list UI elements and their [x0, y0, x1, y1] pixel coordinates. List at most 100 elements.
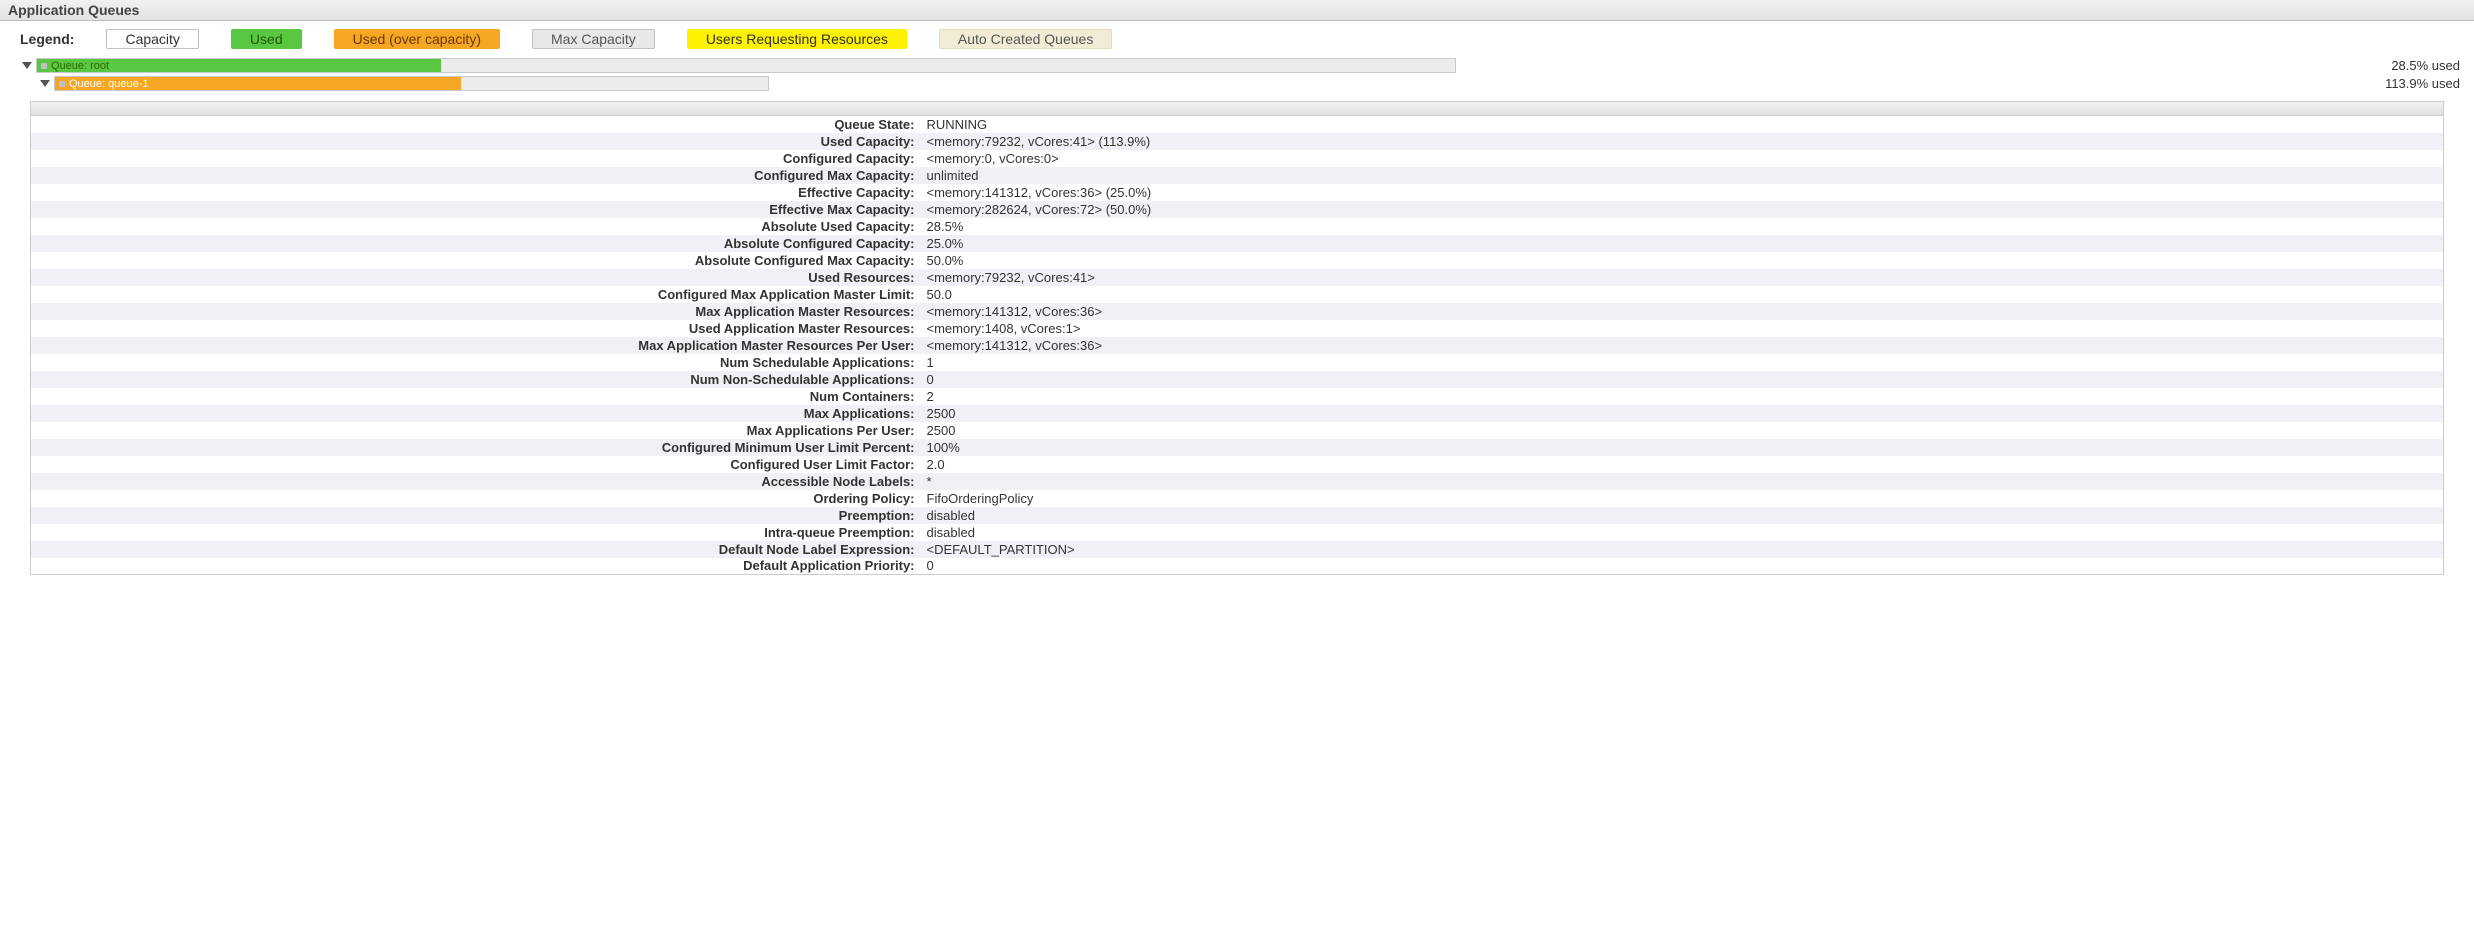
- detail-value: disabled: [921, 507, 2444, 524]
- detail-value: 2500: [921, 422, 2444, 439]
- detail-key: Max Applications:: [31, 405, 921, 422]
- table-row: Accessible Node Labels:*: [31, 473, 2444, 490]
- legend-item: Auto Created Queues: [939, 29, 1112, 49]
- table-row: Max Application Master Resources Per Use…: [31, 337, 2444, 354]
- legend-row: Legend: Capacity Used Used (over capacity)…: [0, 21, 2474, 57]
- detail-value: <memory:282624, vCores:72> (50.0%): [921, 201, 2444, 218]
- legend-item: Used: [231, 29, 302, 49]
- table-row: Configured Capacity:<memory:0, vCores:0>: [31, 150, 2444, 167]
- detail-key: Configured Capacity:: [31, 150, 921, 167]
- detail-key: Used Capacity:: [31, 133, 921, 150]
- table-row: Absolute Used Capacity:28.5%: [31, 218, 2444, 235]
- queue-details-table: Queue State:RUNNINGUsed Capacity:<memory…: [30, 115, 2444, 575]
- queue-capacity-bar[interactable]: Queue: root: [36, 58, 1456, 73]
- detail-key: Queue State:: [31, 116, 921, 133]
- legend-item: Capacity: [106, 29, 198, 49]
- detail-key: Num Non-Schedulable Applications:: [31, 371, 921, 388]
- queue-handle-icon: [41, 63, 47, 69]
- table-row: Effective Max Capacity:<memory:282624, v…: [31, 201, 2444, 218]
- detail-key: Preemption:: [31, 507, 921, 524]
- queue-handle-icon: [59, 81, 65, 87]
- detail-value: 0: [921, 558, 2444, 575]
- detail-key: Effective Capacity:: [31, 184, 921, 201]
- table-row: Queue State:RUNNING: [31, 116, 2444, 133]
- detail-key: Absolute Configured Max Capacity:: [31, 252, 921, 269]
- expand-toggle-icon[interactable]: [22, 62, 32, 69]
- detail-key: Max Application Master Resources:: [31, 303, 921, 320]
- detail-value: disabled: [921, 524, 2444, 541]
- legend-item: Max Capacity: [532, 29, 655, 49]
- queue-used-fill: Queue: root: [37, 59, 441, 72]
- queue-row: Queue: queue-1 113.9% used: [14, 75, 2460, 92]
- detail-key: Absolute Configured Capacity:: [31, 235, 921, 252]
- detail-value: 2: [921, 388, 2444, 405]
- detail-key: Max Application Master Resources Per Use…: [31, 337, 921, 354]
- detail-value: 0: [921, 371, 2444, 388]
- table-row: Used Resources:<memory:79232, vCores:41>: [31, 269, 2444, 286]
- detail-key: Default Node Label Expression:: [31, 541, 921, 558]
- queue-used-fill: Queue: queue-1: [55, 77, 461, 90]
- table-row: Default Application Priority:0: [31, 558, 2444, 575]
- detail-value: 2500: [921, 405, 2444, 422]
- detail-value: <memory:79232, vCores:41>: [921, 269, 2444, 286]
- detail-value: <memory:141312, vCores:36> (25.0%): [921, 184, 2444, 201]
- detail-key: Configured Max Application Master Limit:: [31, 286, 921, 303]
- detail-key: Used Application Master Resources:: [31, 320, 921, 337]
- table-row: Configured Max Capacity:unlimited: [31, 167, 2444, 184]
- queue-usage-text: 28.5% used: [2391, 58, 2460, 73]
- detail-key: Num Containers:: [31, 388, 921, 405]
- detail-key: Max Applications Per User:: [31, 422, 921, 439]
- detail-value: <memory:79232, vCores:41> (113.9%): [921, 133, 2444, 150]
- table-row: Absolute Configured Max Capacity:50.0%: [31, 252, 2444, 269]
- queue-capacity-bar[interactable]: Queue: queue-1: [54, 76, 769, 91]
- detail-key: Default Application Priority:: [31, 558, 921, 575]
- legend-item: Used (over capacity): [334, 29, 500, 49]
- detail-key: Intra-queue Preemption:: [31, 524, 921, 541]
- queue-name-label: Queue: root: [51, 60, 109, 72]
- detail-value: 2.0: [921, 456, 2444, 473]
- details-header-bar: [30, 101, 2444, 115]
- table-row: Num Non-Schedulable Applications:0: [31, 371, 2444, 388]
- table-row: Ordering Policy:FifoOrderingPolicy: [31, 490, 2444, 507]
- table-row: Num Schedulable Applications:1: [31, 354, 2444, 371]
- table-row: Intra-queue Preemption:disabled: [31, 524, 2444, 541]
- detail-value: 50.0%: [921, 252, 2444, 269]
- table-row: Configured Minimum User Limit Percent:10…: [31, 439, 2444, 456]
- detail-value: <memory:141312, vCores:36>: [921, 337, 2444, 354]
- table-row: Effective Capacity:<memory:141312, vCore…: [31, 184, 2444, 201]
- detail-key: Configured Max Capacity:: [31, 167, 921, 184]
- queue-name-label: Queue: queue-1: [69, 78, 149, 90]
- detail-value: <memory:1408, vCores:1>: [921, 320, 2444, 337]
- detail-key: Num Schedulable Applications:: [31, 354, 921, 371]
- table-row: Configured Max Application Master Limit:…: [31, 286, 2444, 303]
- table-row: Max Applications Per User:2500: [31, 422, 2444, 439]
- detail-value: 100%: [921, 439, 2444, 456]
- table-row: Preemption:disabled: [31, 507, 2444, 524]
- detail-value: 25.0%: [921, 235, 2444, 252]
- table-row: Num Containers:2: [31, 388, 2444, 405]
- detail-value: <memory:141312, vCores:36>: [921, 303, 2444, 320]
- detail-value: 28.5%: [921, 218, 2444, 235]
- table-row: Max Application Master Resources:<memory…: [31, 303, 2444, 320]
- detail-value: <DEFAULT_PARTITION>: [921, 541, 2444, 558]
- queues-area: Queue: root 28.5% used Queue: queue-1 113.9…: [0, 57, 2474, 92]
- expand-toggle-icon[interactable]: [40, 80, 50, 87]
- table-row: Configured User Limit Factor:2.0: [31, 456, 2444, 473]
- table-row: Absolute Configured Capacity:25.0%: [31, 235, 2444, 252]
- detail-value: unlimited: [921, 167, 2444, 184]
- detail-value: FifoOrderingPolicy: [921, 490, 2444, 507]
- table-row: Used Capacity:<memory:79232, vCores:41> …: [31, 133, 2444, 150]
- detail-value: <memory:0, vCores:0>: [921, 150, 2444, 167]
- detail-value: *: [921, 473, 2444, 490]
- detail-key: Configured User Limit Factor:: [31, 456, 921, 473]
- detail-key: Effective Max Capacity:: [31, 201, 921, 218]
- detail-value: RUNNING: [921, 116, 2444, 133]
- queue-usage-text: 113.9% used: [2385, 76, 2460, 91]
- detail-key: Configured Minimum User Limit Percent:: [31, 439, 921, 456]
- table-row: Max Applications:2500: [31, 405, 2444, 422]
- detail-key: Absolute Used Capacity:: [31, 218, 921, 235]
- legend-label: Legend:: [20, 31, 74, 47]
- queue-row: Queue: root 28.5% used: [14, 57, 2460, 74]
- queue-details-panel: Queue State:RUNNINGUsed Capacity:<memory…: [0, 93, 2474, 575]
- detail-value: 1: [921, 354, 2444, 371]
